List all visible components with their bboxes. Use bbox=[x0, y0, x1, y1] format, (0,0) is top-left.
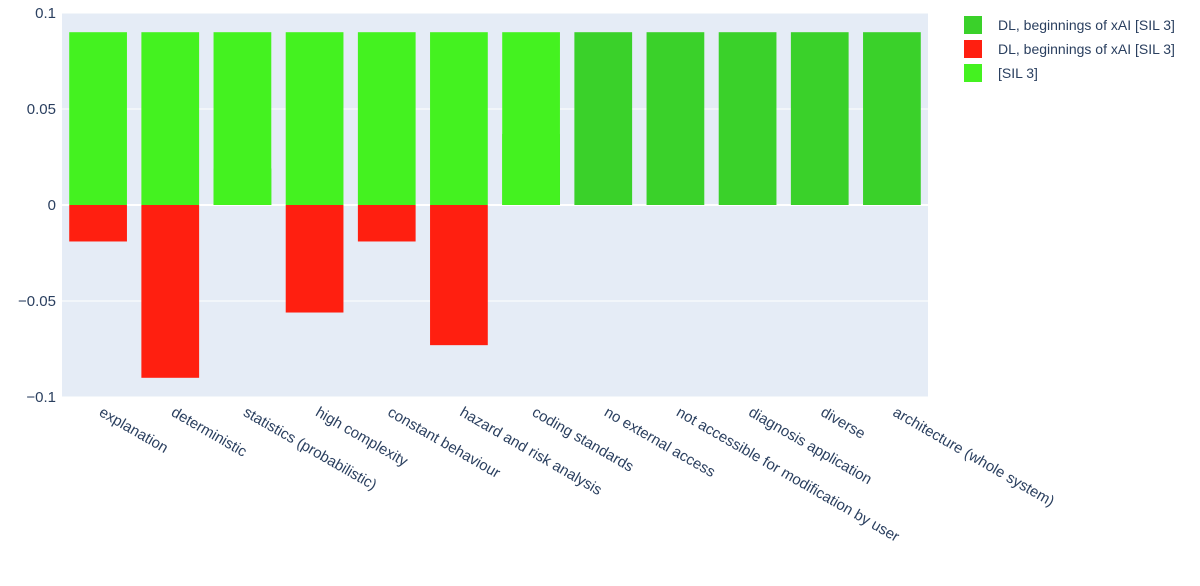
bar[interactable] bbox=[69, 205, 127, 242]
legend-item[interactable]: [SIL 3] bbox=[964, 64, 1038, 82]
bar[interactable] bbox=[285, 32, 344, 206]
x-tick-label: deterministic bbox=[168, 404, 250, 461]
y-tick-label: 0 bbox=[48, 197, 56, 214]
y-tick-label: 0.1 bbox=[35, 5, 56, 22]
bar[interactable] bbox=[69, 32, 127, 206]
x-tick-label: explanation bbox=[96, 404, 171, 457]
bars bbox=[69, 32, 921, 378]
bar[interactable] bbox=[430, 205, 488, 346]
bar[interactable] bbox=[430, 32, 488, 206]
bar[interactable] bbox=[357, 205, 416, 242]
bar[interactable] bbox=[574, 32, 633, 206]
y-axis-ticks: 0.1 0.05 0 −0.05 −0.1 bbox=[18, 5, 56, 406]
bar[interactable] bbox=[285, 205, 344, 313]
gridlines bbox=[62, 12, 928, 398]
legend-swatch bbox=[964, 40, 982, 58]
bar[interactable] bbox=[718, 32, 777, 206]
bar[interactable] bbox=[790, 32, 849, 206]
bar[interactable] bbox=[502, 32, 560, 206]
bar[interactable] bbox=[863, 32, 921, 206]
x-tick-label: statistics (probabilistic) bbox=[240, 404, 379, 494]
x-tick-label: diagnosis application bbox=[746, 404, 875, 488]
legend-label: DL, beginnings of xAI [SIL 3] bbox=[998, 17, 1175, 33]
legend-label: DL, beginnings of xAI [SIL 3] bbox=[998, 41, 1175, 57]
y-tick-label: 0.05 bbox=[27, 101, 56, 118]
bar[interactable] bbox=[141, 205, 200, 378]
legend-swatch bbox=[964, 64, 982, 82]
bar[interactable] bbox=[646, 32, 705, 206]
legend[interactable]: DL, beginnings of xAI [SIL 3] DL, beginni… bbox=[964, 16, 1175, 82]
x-tick-label: architecture (whole system) bbox=[890, 404, 1057, 510]
bar[interactable] bbox=[213, 32, 272, 206]
bar[interactable] bbox=[141, 32, 200, 206]
legend-item[interactable]: DL, beginnings of xAI [SIL 3] bbox=[964, 16, 1175, 34]
y-tick-label: −0.05 bbox=[18, 293, 56, 310]
bar[interactable] bbox=[357, 32, 416, 206]
y-tick-label: −0.1 bbox=[26, 389, 56, 406]
legend-label: [SIL 3] bbox=[998, 65, 1038, 81]
x-tick-label: diverse bbox=[818, 404, 868, 443]
legend-swatch bbox=[964, 16, 982, 34]
legend-item[interactable]: DL, beginnings of xAI [SIL 3] bbox=[964, 40, 1175, 58]
